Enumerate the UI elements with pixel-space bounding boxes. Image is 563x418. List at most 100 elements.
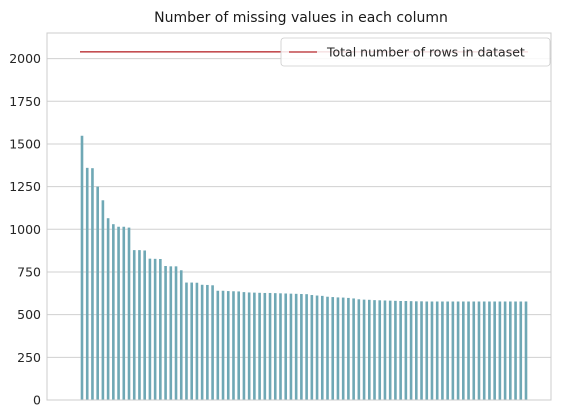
bar: [503, 301, 507, 400]
bar: [514, 301, 517, 400]
bar: [143, 250, 146, 400]
bar: [477, 301, 481, 400]
bar: [232, 291, 235, 400]
bar: [509, 301, 512, 400]
bar: [211, 285, 214, 400]
bar: [488, 301, 491, 400]
bar: [467, 301, 470, 400]
y-tick-labels: 0 250 500 750 1000 1250 1500 1750 2000: [9, 51, 41, 407]
bar: [216, 290, 220, 400]
bar: [268, 292, 272, 400]
bars: [80, 135, 528, 400]
y-tick-label: 1500: [9, 136, 41, 151]
bar: [273, 293, 277, 400]
y-tick-label: 500: [17, 307, 41, 322]
bar: [179, 270, 183, 400]
bar: [101, 200, 105, 400]
bar: [258, 292, 261, 400]
bar: [80, 135, 84, 400]
legend: Total number of rows in dataset: [280, 37, 551, 67]
y-tick-label: 1250: [9, 179, 41, 194]
bar: [482, 301, 486, 400]
bar: [174, 266, 178, 400]
bar: [148, 258, 152, 400]
bar: [284, 293, 288, 400]
y-tick-label: 0: [33, 393, 41, 408]
bar: [169, 266, 173, 400]
bar: [263, 292, 267, 400]
bar: [138, 250, 141, 400]
bar: [310, 295, 314, 400]
bar: [519, 301, 523, 400]
bar: [373, 300, 376, 400]
bar: [112, 224, 115, 400]
bar: [206, 284, 209, 400]
bar: [164, 266, 167, 400]
bar: [85, 167, 89, 400]
bar: [472, 301, 476, 400]
bar: [91, 168, 94, 400]
bar: [383, 300, 387, 400]
bar: [435, 301, 439, 400]
y-tick-label: 2000: [9, 51, 41, 66]
bar: [132, 250, 136, 400]
bar: [357, 299, 361, 400]
bar: [441, 301, 444, 400]
bar: [226, 291, 230, 400]
bar: [106, 218, 110, 400]
bar: [409, 301, 413, 400]
bar: [253, 292, 256, 400]
bar: [331, 297, 335, 400]
bar: [190, 282, 193, 400]
bar: [242, 292, 246, 400]
y-tick-label: 1000: [9, 222, 41, 237]
bar: [336, 297, 340, 400]
y-tick-label: 1750: [9, 94, 41, 109]
bar: [279, 293, 282, 400]
bar: [415, 301, 418, 400]
bar: [326, 296, 329, 400]
bar: [425, 301, 429, 400]
bar: [378, 300, 382, 400]
bar: [200, 284, 204, 400]
bar: [315, 295, 319, 400]
bar: [524, 301, 528, 400]
axes: [46, 32, 552, 401]
bar: [96, 186, 99, 400]
bar: [493, 301, 496, 400]
bar: [117, 226, 120, 400]
bar: [122, 226, 126, 400]
bar: [404, 300, 408, 400]
bar: [367, 299, 371, 400]
bar: [247, 292, 251, 400]
bar: [159, 259, 162, 400]
axes-frame: [46, 32, 552, 401]
legend-box: [280, 37, 551, 67]
bar: [498, 301, 502, 400]
bar: [127, 227, 131, 400]
chart-title: Number of missing values in each column: [154, 10, 448, 26]
bar: [462, 301, 465, 400]
bar: [185, 282, 188, 400]
bar: [430, 301, 434, 400]
bar: [237, 291, 241, 400]
bar: [300, 293, 303, 400]
bar: [347, 297, 350, 400]
bar: [388, 300, 392, 400]
bar: [394, 300, 397, 400]
bar: [153, 258, 157, 400]
bar: [446, 301, 449, 400]
bar: [195, 282, 199, 400]
bar: [420, 301, 423, 400]
bar: [289, 293, 293, 400]
bar: [305, 294, 308, 400]
legend-label: Total number of rows in dataset: [326, 45, 525, 60]
y-tick-label: 250: [17, 350, 41, 365]
bar: [221, 290, 225, 400]
y-tick-label: 750: [17, 264, 41, 279]
bar: [399, 300, 402, 400]
bar: [320, 295, 324, 400]
bar: [362, 299, 366, 400]
bar: [451, 301, 455, 400]
